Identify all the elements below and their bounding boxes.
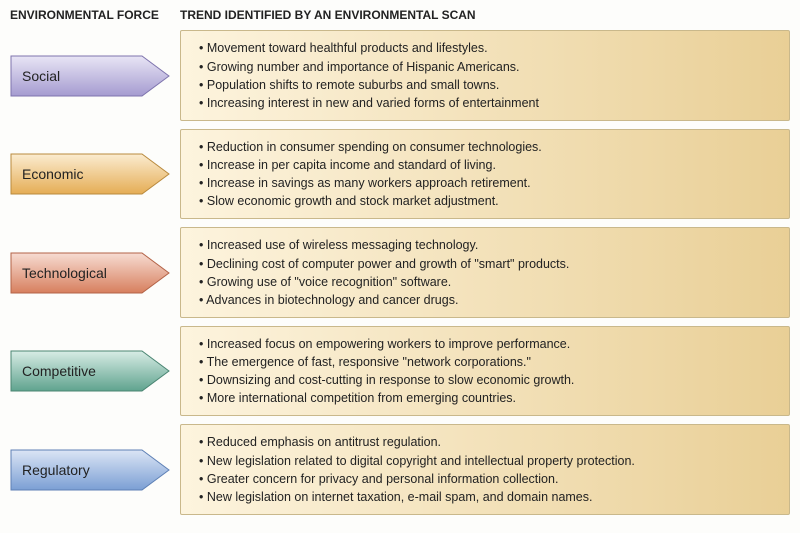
trend-box: Reduction in consumer spending on consum… bbox=[180, 129, 790, 220]
trend-item: Reduced emphasis on antitrust regulation… bbox=[199, 433, 777, 451]
force-row: Competitive Increased focus on empowering… bbox=[10, 326, 790, 417]
header-trend: TREND IDENTIFIED BY AN ENVIRONMENTAL SCA… bbox=[180, 8, 790, 22]
force-label: Regulatory bbox=[22, 462, 90, 478]
trend-box: Increased focus on empowering workers to… bbox=[180, 326, 790, 417]
force-arrow: Economic bbox=[10, 129, 180, 220]
trend-box: Movement toward healthful products and l… bbox=[180, 30, 790, 121]
trend-item: More international competition from emer… bbox=[199, 389, 777, 407]
trend-box: Reduced emphasis on antitrust regulation… bbox=[180, 424, 790, 515]
force-label: Technological bbox=[22, 265, 107, 281]
trend-item: Slow economic growth and stock market ad… bbox=[199, 192, 777, 210]
trend-item: Greater concern for privacy and personal… bbox=[199, 470, 777, 488]
force-arrow: Technological bbox=[10, 227, 180, 318]
trend-item: Population shifts to remote suburbs and … bbox=[199, 76, 777, 94]
force-arrow: Competitive bbox=[10, 326, 180, 417]
trend-item: Increase in per capita income and standa… bbox=[199, 156, 777, 174]
trend-item: Increased use of wireless messaging tech… bbox=[199, 236, 777, 254]
trend-box: Increased use of wireless messaging tech… bbox=[180, 227, 790, 318]
trend-item: New legislation on internet taxation, e-… bbox=[199, 488, 777, 506]
force-arrow: Social bbox=[10, 30, 180, 121]
trend-item: New legislation related to digital copyr… bbox=[199, 452, 777, 470]
trend-item: Increasing interest in new and varied fo… bbox=[199, 94, 777, 112]
trend-item: Growing use of "voice recognition" softw… bbox=[199, 273, 777, 291]
force-label: Competitive bbox=[22, 363, 96, 379]
force-label: Economic bbox=[22, 166, 83, 182]
header-force: ENVIRONMENTAL FORCE bbox=[10, 8, 180, 22]
trend-item: Reduction in consumer spending on consum… bbox=[199, 138, 777, 156]
trend-item: Movement toward healthful products and l… bbox=[199, 39, 777, 57]
column-headers: ENVIRONMENTAL FORCE TREND IDENTIFIED BY … bbox=[10, 8, 790, 22]
trend-item: Declining cost of computer power and gro… bbox=[199, 255, 777, 273]
trend-item: Increase in savings as many workers appr… bbox=[199, 174, 777, 192]
force-arrow: Regulatory bbox=[10, 424, 180, 515]
force-row: Regulatory Reduced emphasis on antitrust … bbox=[10, 424, 790, 515]
force-row: Social Movement toward healthful products… bbox=[10, 30, 790, 121]
force-row: Technological Increased use of wireless m… bbox=[10, 227, 790, 318]
force-row: Economic Reduction in consumer spending o… bbox=[10, 129, 790, 220]
trend-item: Downsizing and cost-cutting in response … bbox=[199, 371, 777, 389]
trend-item: The emergence of fast, responsive "netwo… bbox=[199, 353, 777, 371]
force-label: Social bbox=[22, 68, 60, 84]
environmental-scan-diagram: ENVIRONMENTAL FORCE TREND IDENTIFIED BY … bbox=[0, 0, 800, 527]
trend-item: Advances in biotechnology and cancer dru… bbox=[199, 291, 777, 309]
trend-item: Growing number and importance of Hispani… bbox=[199, 58, 777, 76]
trend-item: Increased focus on empowering workers to… bbox=[199, 335, 777, 353]
